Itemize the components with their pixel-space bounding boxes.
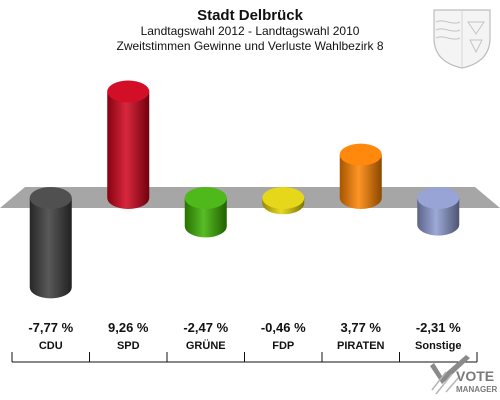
bar-cdu — [29, 187, 72, 299]
bar-cap — [184, 187, 227, 209]
bar-spd — [107, 80, 150, 209]
bar-body — [339, 154, 382, 209]
bar-piraten — [339, 143, 382, 209]
category-label: SPD — [117, 340, 140, 352]
value-label: -7,77 % — [28, 320, 73, 335]
category-label: Sonstige — [415, 340, 461, 352]
bar-cap — [107, 80, 150, 103]
value-label: -0,46 % — [261, 320, 306, 335]
bar-cap — [417, 187, 460, 209]
bar-fdp — [262, 187, 305, 215]
labels-layer: -7,77 % CDU 9,26 % SPD -2,47 % GRÜNE -0,46 % FD… — [28, 320, 461, 352]
chart-subtitle-1: Landtagswahl 2012 - Landtagswahl 2010 — [141, 24, 360, 38]
category-label: CDU — [39, 340, 63, 352]
bar-body — [29, 198, 72, 299]
bar-cap — [29, 187, 72, 209]
chart-title: Stadt Delbrück — [197, 7, 304, 24]
logo-text-vote: VOTE — [456, 368, 494, 384]
bar-body — [184, 198, 227, 238]
category-axis — [11, 352, 478, 363]
value-label: 9,26 % — [108, 320, 149, 335]
bar-cap — [262, 187, 305, 209]
bar-body — [107, 91, 150, 209]
logo-text-manager: MANAGER — [456, 385, 498, 394]
vote-check-icon — [430, 355, 470, 395]
bar-sonstige — [417, 187, 460, 236]
category-label: PIRATEN — [337, 340, 385, 352]
value-label: -2,31 % — [416, 320, 461, 335]
category-label: GRÜNE — [186, 339, 226, 352]
category-label: FDP — [272, 340, 294, 352]
vote-manager-logo: VOTE MANAGER — [430, 355, 498, 395]
bars-layer — [29, 80, 460, 299]
coat-of-arms-icon — [433, 9, 491, 69]
value-label: -2,47 % — [183, 320, 228, 335]
bar-cap — [339, 143, 382, 166]
bar-grüne — [184, 187, 227, 238]
chart-subtitle-2: Zweitstimmen Gewinne und Verluste Wahlbe… — [117, 39, 384, 53]
value-label: 3,77 % — [341, 320, 382, 335]
